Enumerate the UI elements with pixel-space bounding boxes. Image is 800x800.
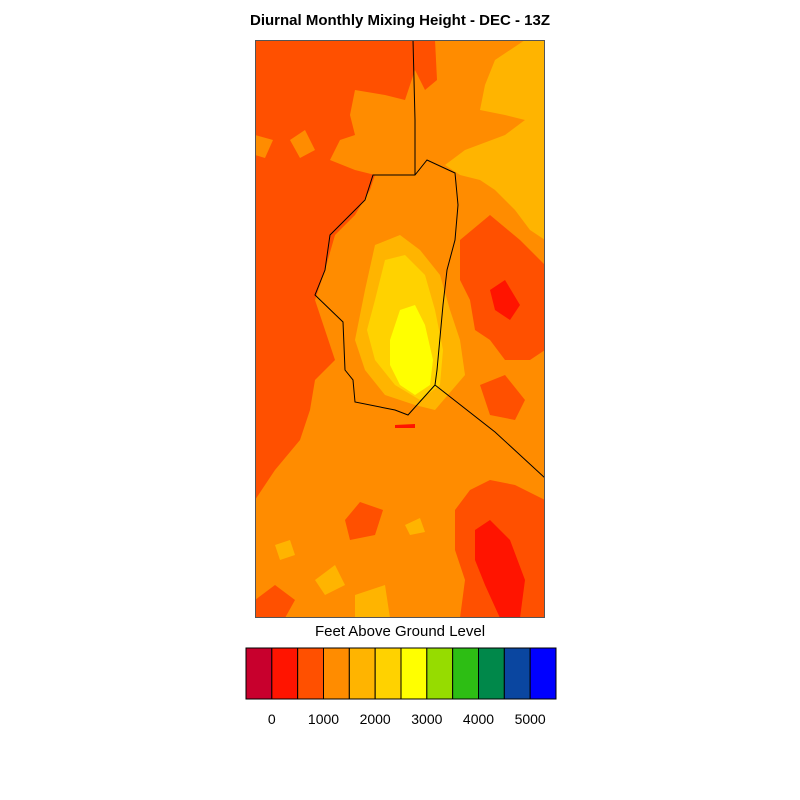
contour-s-2000-2500-a — [275, 540, 295, 560]
colorbar-swatch-3 — [323, 647, 350, 700]
contour-east-0-1000 — [490, 280, 520, 320]
contour-sw-1000-1500 — [345, 502, 383, 540]
map-frame — [255, 40, 545, 618]
boundary-southeast-line — [434, 384, 545, 479]
colorbar-tick-label: 5000 — [514, 711, 546, 727]
contour-s-2000-2500-c — [355, 585, 390, 618]
boundary-north-line — [412, 40, 416, 175]
contour-west-1000-1500 — [255, 40, 415, 500]
contour-ne-1000-1500 — [415, 40, 437, 90]
colorbar-tick-label: 4000 — [462, 711, 495, 727]
colorbar-swatch-6 — [400, 647, 428, 700]
boundary-outline — [314, 159, 459, 416]
colorbar-swatch-4 — [348, 647, 376, 700]
contour-island-west-b — [255, 135, 273, 158]
colorbar-swatch-1 — [271, 647, 299, 700]
legend-title: Feet Above Ground Level — [314, 623, 486, 640]
contour-east-2000-2500 — [445, 40, 545, 240]
contour-s-2000-2500-d — [405, 518, 425, 535]
contour-island-west-a — [290, 130, 315, 158]
colorbar-swatch-2 — [297, 647, 325, 700]
colorbar — [245, 647, 557, 700]
colorbar-swatch-0 — [245, 647, 273, 700]
colorbar-tick-label: 1000 — [307, 711, 340, 727]
map-title: Diurnal Monthly Mixing Height - DEC - 13… — [250, 12, 550, 29]
colorbar-swatch-7 — [426, 647, 454, 700]
contour-sliver-0-1000 — [395, 424, 415, 428]
contour-core-3000-3500 — [390, 305, 433, 395]
colorbar-swatch-11 — [529, 647, 557, 700]
colorbar-swatch-8 — [452, 647, 480, 700]
contour-s-2000-2500-b — [315, 565, 345, 595]
contour-se-0-1000 — [475, 520, 525, 618]
boundary-lines — [314, 40, 545, 479]
contour-east-1000-1500-b — [480, 375, 525, 420]
colorbar-swatch-9 — [478, 647, 505, 700]
contour-sw-1000-1500-b — [255, 585, 295, 618]
colorbar-swatch-5 — [374, 647, 402, 700]
colorbar-tick-label: 3000 — [411, 711, 443, 727]
colorbar-tick-label: 2000 — [359, 711, 391, 727]
mixing-height-map — [255, 40, 545, 618]
colorbar-swatch-10 — [503, 647, 531, 700]
colorbar-tick-label: 0 — [267, 711, 276, 727]
